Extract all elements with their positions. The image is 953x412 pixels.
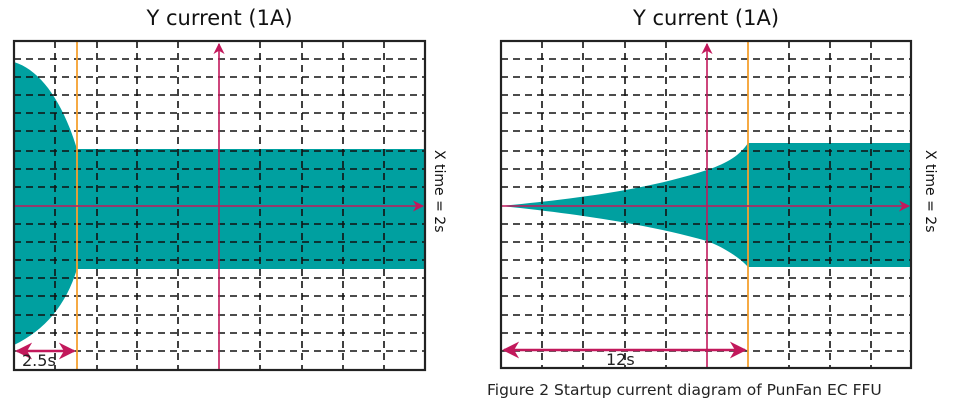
- right-grid: [501, 41, 911, 368]
- figure-caption: Figure 2 Startup current diagram of PunF…: [487, 381, 882, 399]
- left-chart-title: Y current (1A): [146, 6, 293, 30]
- right-softstart-envelope: [501, 143, 911, 267]
- left-x-axis-label: X time = 2s: [431, 150, 447, 233]
- left-duration-label: 2.5s: [22, 351, 56, 370]
- right-x-axis-label: X time = 2s: [922, 150, 938, 233]
- right-duration-label: 12s: [606, 350, 635, 369]
- left-frame: [12, 39, 427, 372]
- right-frame: [499, 39, 913, 370]
- right-chart: [499, 39, 913, 370]
- right-chart-title: Y current (1A): [632, 6, 780, 30]
- left-chart: [12, 39, 427, 372]
